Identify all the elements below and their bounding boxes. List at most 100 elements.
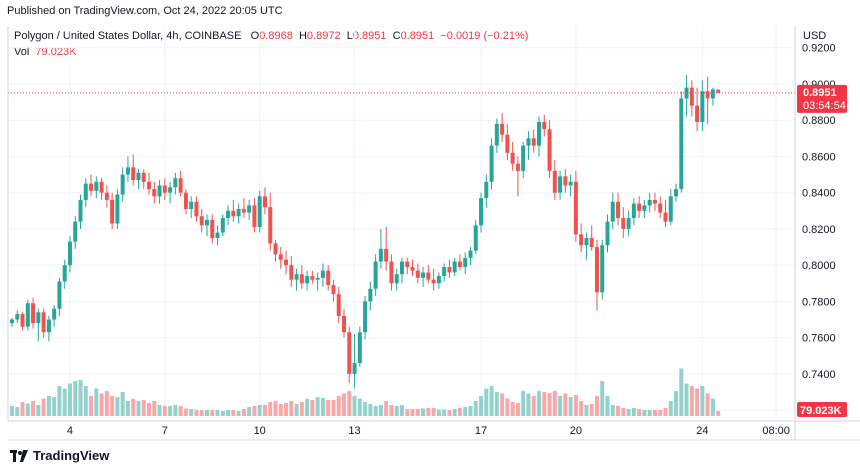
- candle-body: [215, 232, 220, 238]
- volume-bar: [384, 401, 389, 416]
- candle-body: [531, 138, 536, 146]
- candle-body: [20, 314, 25, 327]
- volume-bar: [110, 396, 115, 416]
- volume-bar: [336, 396, 341, 416]
- candle-body: [57, 281, 62, 309]
- tradingview-logo-icon: [10, 449, 28, 462]
- candle-body: [342, 315, 347, 333]
- volume-bar: [83, 386, 88, 416]
- candle-body: [695, 105, 700, 123]
- footer-brand[interactable]: TradingView: [10, 448, 109, 463]
- candle-body: [194, 201, 199, 217]
- candle-countdown: 03:54:54: [803, 100, 846, 112]
- volume-legend: Vol 79.023K: [14, 46, 76, 58]
- y-tick-label: 0.8000: [802, 260, 836, 272]
- candle-body: [647, 199, 652, 206]
- volume-bar: [120, 392, 125, 416]
- x-tick-label: 20: [570, 425, 582, 437]
- candle-body: [394, 274, 399, 284]
- candle-body: [136, 172, 141, 181]
- x-tick-label: 10: [254, 425, 266, 437]
- candle-body: [605, 221, 610, 246]
- candle-body: [115, 194, 120, 224]
- candle-body: [273, 243, 278, 255]
- footer-brand-label: TradingView: [33, 448, 110, 463]
- volume-bar: [62, 388, 67, 416]
- candle-body: [94, 181, 99, 191]
- low-label: L: [346, 30, 353, 42]
- candle-body: [247, 205, 252, 213]
- candle-body: [600, 245, 605, 293]
- volume-bar: [331, 400, 336, 416]
- candle-body: [384, 248, 389, 262]
- volume-bar: [652, 410, 657, 416]
- candle-body: [426, 272, 431, 280]
- volume-bar: [226, 410, 231, 416]
- volume-bar: [183, 408, 188, 416]
- candle-body: [99, 181, 104, 193]
- volume-bar: [115, 397, 120, 416]
- volume-bar: [484, 388, 489, 416]
- candle-body: [231, 210, 236, 217]
- volume-bar: [563, 393, 568, 416]
- volume-bar: [415, 409, 420, 416]
- volume-bar: [162, 406, 167, 416]
- volume-bar: [36, 405, 41, 416]
- candle-body: [336, 294, 341, 316]
- candle-body: [315, 277, 320, 280]
- candle-body: [46, 319, 51, 333]
- candle-body: [552, 170, 557, 193]
- volume-bar: [52, 397, 57, 416]
- volume-bar: [273, 401, 278, 416]
- volume-bar: [542, 392, 547, 416]
- volume-bar: [494, 392, 499, 416]
- volume-bar: [57, 386, 62, 416]
- volume-bar: [510, 402, 515, 416]
- candle-body: [178, 178, 183, 193]
- volume-bar: [262, 405, 267, 416]
- volume-bar: [547, 393, 552, 416]
- volume-bar: [668, 401, 673, 416]
- candle-body: [705, 91, 710, 99]
- candle-body: [162, 185, 167, 193]
- candle-body: [262, 196, 267, 208]
- volume-bar: [473, 401, 478, 416]
- volume-bar: [352, 396, 357, 416]
- candle-body: [83, 183, 88, 200]
- volume-label: Vol: [14, 46, 30, 58]
- candle-body: [415, 270, 420, 278]
- volume-bar: [637, 409, 642, 416]
- candle-body: [10, 319, 14, 324]
- volume-bar: [141, 400, 146, 416]
- candle-body: [526, 138, 531, 146]
- volume-bar: [368, 404, 373, 416]
- candle-body: [568, 181, 573, 186]
- published-caption: Published on TradingView.com, Oct 24, 20…: [7, 5, 283, 17]
- candle-body: [500, 123, 505, 135]
- candle-body: [610, 201, 615, 222]
- change-value: −0.0019 (−0.21%): [440, 30, 529, 42]
- volume-bar: [136, 401, 141, 416]
- volume-bar: [631, 408, 636, 416]
- candle-body: [257, 196, 262, 228]
- candle-body: [204, 219, 209, 226]
- y-tick-label: 0.8200: [802, 224, 836, 236]
- candle-body: [537, 122, 541, 146]
- volume-bar: [684, 383, 689, 416]
- time-axis[interactable]: 4 7 10 13 17 20 24 08:00: [67, 425, 790, 437]
- candle-body: [547, 129, 552, 171]
- candle-body: [716, 89, 721, 93]
- candle-body: [363, 301, 368, 333]
- candle-body: [442, 266, 447, 277]
- candle-body: [357, 332, 362, 364]
- price-axis[interactable]: 0.92000.90000.88000.86000.84000.82000.80…: [802, 43, 836, 417]
- volume-bar: [689, 386, 694, 416]
- volume-bar: [442, 409, 447, 416]
- high-value: 0.8972: [306, 30, 341, 42]
- volume-bar: [421, 408, 426, 416]
- volume-badge: 79.023K: [797, 402, 847, 417]
- candle-body: [674, 189, 679, 197]
- x-tick-label: 24: [696, 425, 708, 437]
- volume-bar: [289, 401, 294, 416]
